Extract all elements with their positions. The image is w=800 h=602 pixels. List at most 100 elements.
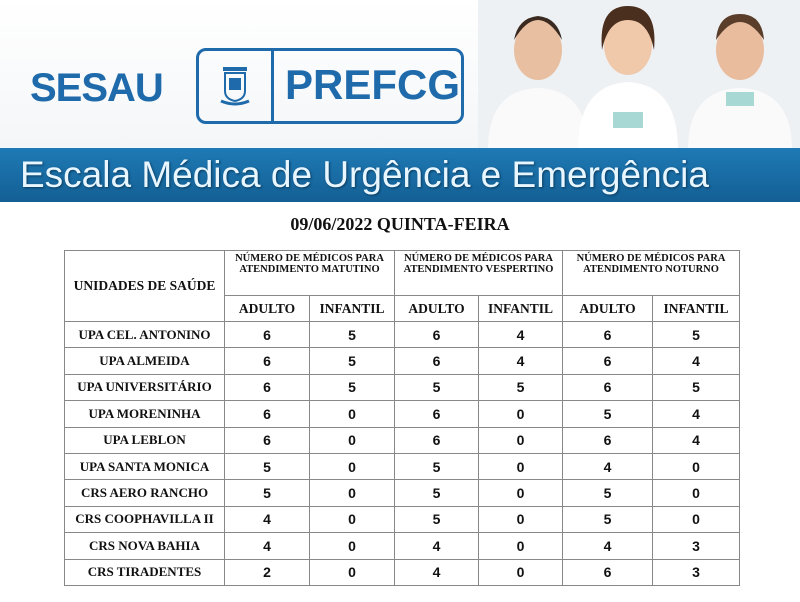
unit-name: CRS TIRADENTES [64, 558, 225, 586]
doctor-count: 5 [652, 373, 740, 402]
doctor-count: 3 [652, 532, 740, 560]
doctor-count: 0 [652, 479, 740, 507]
table-row: UPA LEBLON 6 0 6 0 6 4 [64, 426, 740, 454]
doctor-count: 5 [224, 479, 310, 507]
doctor-count: 6 [394, 347, 479, 375]
unit-name: UPA MORENINHA [64, 400, 225, 428]
header: SESAU PREFCG [0, 0, 800, 150]
doctor-count: 5 [394, 505, 479, 534]
unit-name: UPA LEBLON [64, 426, 225, 454]
doctor-count: 0 [478, 479, 563, 507]
table-row: CRS COOPHAVILLA II 4 0 5 0 5 0 [64, 505, 740, 534]
doctor-count: 5 [562, 400, 653, 428]
doctor-count: 0 [478, 400, 563, 428]
doctor-count: 5 [562, 505, 653, 534]
subheader-adulto: ADULTO [224, 295, 310, 322]
doctor-count: 6 [394, 320, 479, 349]
schedule-table: UNIDADES DE SAÚDE NÚMERO DE MÉDICOS PARA… [64, 250, 740, 586]
doctor-count: 6 [562, 320, 653, 349]
group-header-matutino: NÚMERO DE MÉDICOS PARA ATENDIMENTO MATUT… [224, 250, 395, 296]
doctor-count: 2 [224, 558, 310, 586]
unit-header: UNIDADES DE SAÚDE [64, 250, 225, 322]
doctor-count: 6 [224, 400, 310, 428]
doctor-count: 6 [224, 426, 310, 454]
unit-name: UPA UNIVERSITÁRIO [64, 373, 225, 402]
banner-title: Escala Médica de Urgência e Emergência [20, 154, 709, 195]
doctor-count: 3 [652, 558, 740, 586]
doctor-count: 0 [309, 532, 395, 560]
group-header-vespertino: NÚMERO DE MÉDICOS PARA ATENDIMENTO VESPE… [394, 250, 563, 296]
doctor-count: 0 [652, 505, 740, 534]
table-row: UPA SANTA MONICA 5 0 5 0 4 0 [64, 452, 740, 481]
doctor-count: 4 [562, 452, 653, 481]
prefcg-text: PREFCG [285, 61, 461, 108]
unit-name: UPA SANTA MONICA [64, 452, 225, 481]
title-banner: Escala Médica de Urgência e Emergência [0, 148, 800, 202]
doctor-count: 4 [562, 532, 653, 560]
doctor-count: 5 [478, 373, 563, 402]
table-row: UPA CEL. ANTONINO 6 5 6 4 6 5 [64, 320, 740, 349]
table-row: CRS NOVA BAHIA 4 0 4 0 4 3 [64, 532, 740, 560]
unit-name: UPA CEL. ANTONINO [64, 320, 225, 349]
doctor-count: 0 [478, 505, 563, 534]
doctor-count: 4 [652, 347, 740, 375]
doctor-count: 4 [394, 532, 479, 560]
table-row: CRS TIRADENTES 2 0 4 0 6 3 [64, 558, 740, 586]
group-header-noturno: NÚMERO DE MÉDICOS PARA ATENDIMENTO NOTUR… [562, 250, 740, 296]
doctor-count: 4 [652, 400, 740, 428]
doctor-count: 6 [394, 400, 479, 428]
doctor-count: 4 [224, 505, 310, 534]
doctor-count: 0 [478, 558, 563, 586]
doctor-count: 0 [478, 426, 563, 454]
sesau-logo: SESAU [30, 66, 164, 110]
doctor-count: 6 [562, 558, 653, 586]
doctor-count: 6 [562, 426, 653, 454]
doctor-count: 0 [309, 452, 395, 481]
doctor-count: 5 [224, 452, 310, 481]
doctor-count: 5 [652, 320, 740, 349]
doctor-count: 0 [309, 426, 395, 454]
subheader-adulto: ADULTO [394, 295, 479, 322]
prefcg-logo: PREFCG [196, 48, 464, 124]
doctor-count: 5 [562, 479, 653, 507]
doctor-count: 4 [394, 558, 479, 586]
doctor-count: 6 [394, 426, 479, 454]
doctor-count: 5 [309, 347, 395, 375]
doctor-count: 5 [394, 479, 479, 507]
subheader-infantil: INFANTIL [652, 295, 740, 322]
doctor-count: 0 [309, 400, 395, 428]
subheader-infantil: INFANTIL [478, 295, 563, 322]
unit-name: CRS COOPHAVILLA II [64, 505, 225, 534]
doctor-count: 0 [478, 452, 563, 481]
unit-name: CRS NOVA BAHIA [64, 532, 225, 560]
table-row: UPA ALMEIDA 6 5 6 4 6 4 [64, 347, 740, 375]
doctor-count: 5 [309, 373, 395, 402]
doctor-count: 0 [309, 505, 395, 534]
doctor-count: 5 [394, 373, 479, 402]
unit-name: UPA ALMEIDA [64, 347, 225, 375]
doctor-count: 5 [309, 320, 395, 349]
doctors-photo [478, 0, 800, 150]
doctor-count: 6 [224, 320, 310, 349]
table-row: CRS AERO RANCHO 5 0 5 0 5 0 [64, 479, 740, 507]
table-row: UPA MORENINHA 6 0 6 0 5 4 [64, 400, 740, 428]
doctor-count: 6 [224, 373, 310, 402]
doctor-count: 6 [562, 373, 653, 402]
doctor-count: 4 [224, 532, 310, 560]
subheader-infantil: INFANTIL [309, 295, 395, 322]
doctor-count: 6 [224, 347, 310, 375]
doctor-count: 4 [478, 347, 563, 375]
doctor-count: 0 [309, 558, 395, 586]
doctor-count: 0 [478, 532, 563, 560]
schedule-date: 09/06/2022 QUINTA-FEIRA [290, 214, 510, 234]
doctor-count: 4 [652, 426, 740, 454]
city-crest-icon [220, 67, 250, 106]
table-row: UPA UNIVERSITÁRIO 6 5 5 5 6 5 [64, 373, 740, 402]
doctor-count: 5 [394, 452, 479, 481]
doctor-count: 6 [562, 347, 653, 375]
doctor-count: 4 [478, 320, 563, 349]
unit-name: CRS AERO RANCHO [64, 479, 225, 507]
subheader-adulto: ADULTO [562, 295, 653, 322]
doctor-count: 0 [309, 479, 395, 507]
doctor-count: 0 [652, 452, 740, 481]
